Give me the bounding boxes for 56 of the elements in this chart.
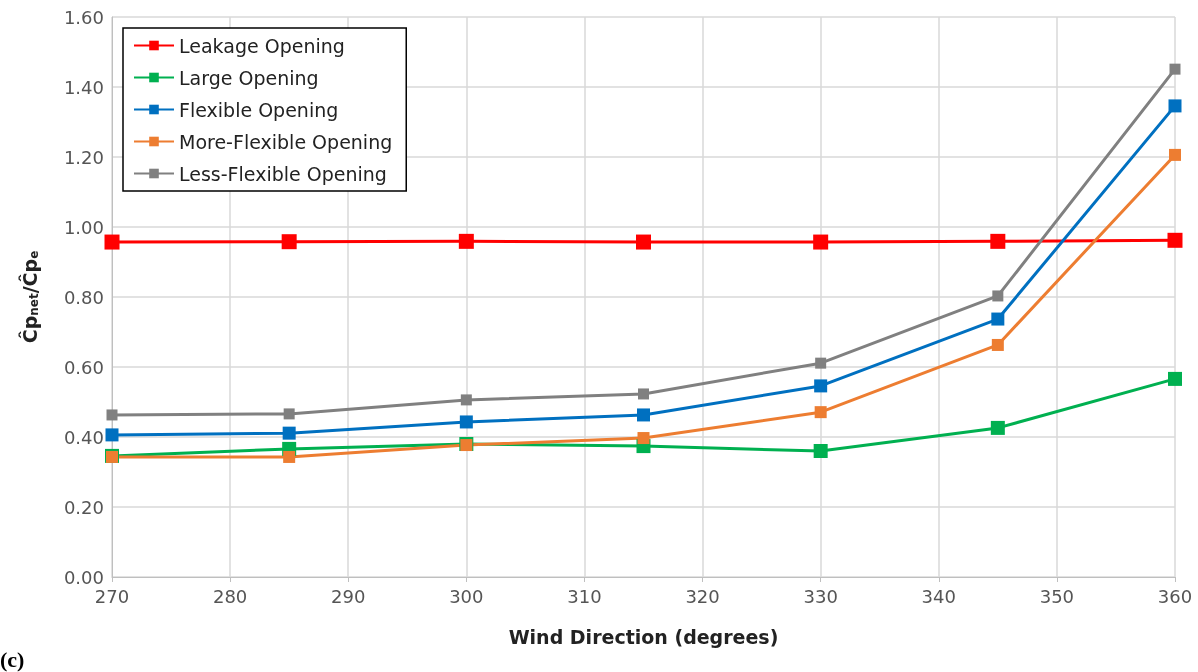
point: [459, 415, 473, 429]
y-tick-label: 0.00: [63, 566, 104, 588]
point: [1169, 148, 1181, 161]
x-tick-label: 270: [94, 585, 130, 607]
legend-label: Leakage Opening: [179, 34, 345, 57]
point: [104, 234, 120, 250]
y-axis-title: Ĉpnet/Ĉpe: [18, 250, 41, 344]
point: [814, 379, 828, 393]
y-tick-label: 1.00: [63, 216, 104, 238]
text: (c): [0, 646, 25, 672]
point: [1169, 63, 1181, 75]
point: [106, 409, 118, 421]
point: [458, 233, 474, 249]
point: [283, 450, 296, 463]
point: [636, 234, 651, 250]
x-tick-label: 340: [921, 585, 956, 607]
point: [990, 420, 1005, 435]
point: [283, 408, 295, 420]
point: [813, 444, 828, 458]
x-axis-title: Wind Direction (degrees): [508, 625, 779, 648]
point: [105, 428, 119, 442]
x-tick-label: 320: [685, 585, 720, 607]
legend-label: Flexible Opening: [179, 98, 339, 121]
point: [460, 394, 472, 406]
y-tick-label: 1.20: [63, 146, 104, 168]
y-tick-label: 0.40: [63, 426, 104, 448]
point: [991, 338, 1004, 351]
y-tick-label: 0.80: [63, 286, 104, 308]
point: [992, 290, 1004, 302]
point: [991, 312, 1005, 326]
x-tick-label: 280: [212, 585, 248, 607]
y-tick-label: 0.60: [63, 356, 104, 378]
point: [1168, 371, 1182, 386]
legend-label: Less-Flexible Opening: [179, 162, 387, 185]
y-tick-label: 1.40: [63, 76, 104, 98]
x-tick-label: 330: [803, 585, 838, 607]
point: [1168, 99, 1182, 113]
x-tick-label: 300: [449, 585, 484, 607]
x-tick-label: 360: [1157, 585, 1193, 607]
y-tick-label: 1.60: [63, 6, 104, 28]
point: [990, 233, 1006, 249]
point: [637, 432, 650, 445]
point: [637, 408, 650, 422]
point: [281, 234, 297, 250]
legend-label: More-Flexible Opening: [179, 130, 393, 153]
point: [1167, 232, 1183, 248]
point: [282, 426, 296, 440]
point: [815, 357, 827, 369]
x-tick-label: 290: [331, 585, 366, 607]
x-tick-label: 350: [1039, 585, 1075, 607]
point: [638, 388, 649, 400]
legend-label: Large Opening: [179, 66, 319, 89]
point: [813, 234, 829, 250]
point: [814, 406, 827, 419]
y-tick-label: 0.20: [63, 496, 104, 518]
x-tick-label: 310: [567, 585, 602, 607]
